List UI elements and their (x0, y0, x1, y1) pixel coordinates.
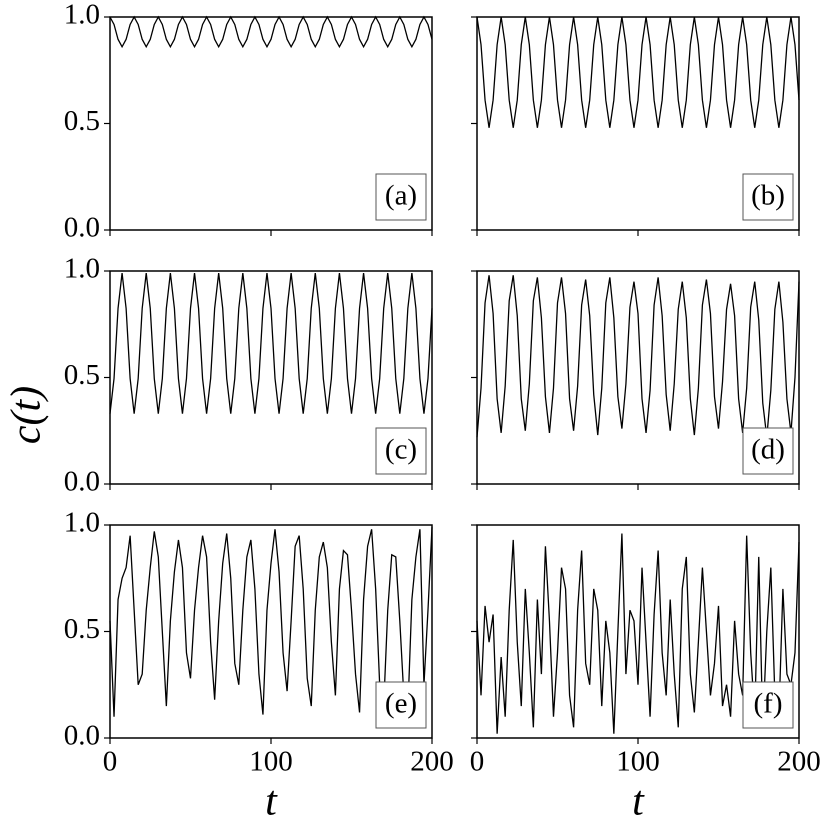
annotation-box (375, 427, 427, 475)
panel-label: (d) (751, 434, 785, 466)
x-tick-label: 0 (103, 746, 118, 778)
x-tick-label: 200 (410, 746, 454, 778)
annotation-box (375, 681, 427, 729)
line (476, 16, 800, 128)
annotation-box (375, 173, 427, 221)
x-tick-label: 100 (616, 746, 660, 778)
y-tick-label: 0.5 (64, 105, 100, 137)
y-tick-label: 1.0 (64, 507, 100, 539)
y-tick-label: 0.0 (64, 720, 100, 752)
x-tick-label: 0 (470, 746, 485, 778)
y-axis-label: c(t) (4, 386, 50, 444)
panel-label: (c) (385, 434, 417, 466)
y-tick-label: 1.0 (64, 253, 100, 285)
y-tick-label: 0.0 (64, 212, 100, 244)
line (109, 15, 433, 49)
panel-label: (f) (754, 688, 783, 720)
y-tick-label: 0.5 (64, 359, 100, 391)
x-tick-label: 200 (777, 746, 821, 778)
line (476, 533, 800, 734)
line (109, 273, 433, 414)
x-axis-label: t (265, 779, 278, 825)
annotation-box (742, 681, 794, 729)
panel-label: (a) (385, 180, 417, 212)
x-tick-label: 100 (249, 746, 293, 778)
y-tick-label: 0.5 (64, 613, 100, 645)
line (476, 275, 800, 438)
x-axis-label: t (632, 779, 645, 825)
y-tick-label: 0.0 (64, 466, 100, 498)
line (109, 527, 433, 717)
panel-label: (b) (751, 180, 785, 212)
annotation-box (742, 427, 794, 475)
annotation-box (742, 173, 794, 221)
y-tick-label: 1.0 (64, 0, 100, 31)
panel-label: (e) (385, 688, 417, 720)
